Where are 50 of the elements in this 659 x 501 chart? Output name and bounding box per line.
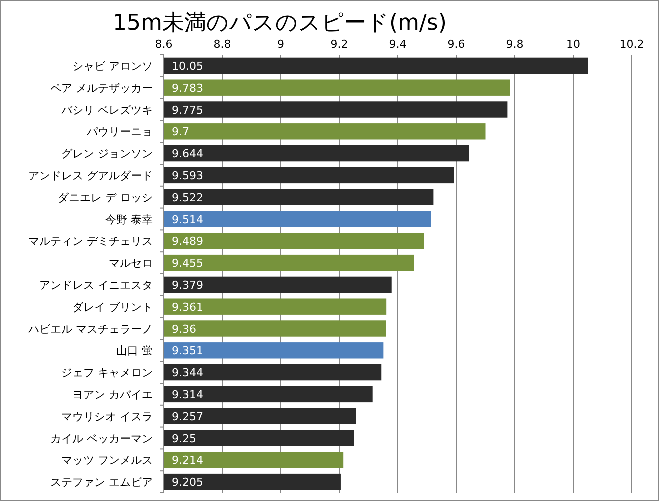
data-label: 9.775 [172, 104, 204, 117]
x-tick-label: 8.8 [214, 38, 232, 51]
y-tick-label: ジェフ キャメロン [62, 366, 153, 380]
x-tick-label: 10 [566, 38, 580, 51]
data-label: 9.314 [172, 388, 204, 402]
data-label: 9.257 [172, 410, 204, 424]
y-tick-label: パウリーニョ [86, 126, 153, 139]
y-tick-label: バシリ ベレズツキ [60, 104, 153, 117]
data-label: 9.522 [172, 191, 204, 204]
x-tick-label: 9.2 [330, 38, 348, 51]
x-tick-label: 9.8 [506, 38, 524, 51]
y-tick-label: マッツ フンメルス [62, 454, 153, 468]
y-tick-label: アンドレス グアルダード [28, 169, 153, 182]
data-label: 9.205 [172, 476, 204, 490]
y-tick-label: ハビエル マスチェラーノ [28, 322, 153, 336]
data-label: 9.514 [172, 213, 204, 226]
data-label: 9.361 [172, 300, 204, 314]
x-tick-label: 9.4 [389, 38, 407, 51]
y-tick-label: ステファン エムビア [50, 476, 153, 490]
y-tick-label: マウリシオ イスラ [62, 410, 153, 424]
y-tick-label: ダニエレ デ ロッシ [58, 191, 153, 204]
data-label: 9.379 [172, 278, 204, 292]
data-label: 9.25 [172, 432, 196, 446]
y-tick-label: グレン ジョンソン [62, 148, 153, 161]
data-label: 9.489 [172, 235, 204, 248]
x-tick-label: 9 [278, 38, 284, 51]
x-tick-label: 10.2 [620, 38, 644, 51]
y-tick-label: ダレイ ブリント [72, 300, 153, 314]
y-tick-label: ペア メルテザッカー [50, 82, 153, 95]
x-tick-label: 9.6 [448, 38, 466, 51]
y-tick-label: カイル ベッカーマン [50, 432, 153, 446]
y-tick-label: ヨアン カバイエ [72, 388, 153, 402]
y-tick-label: 山口 蛍 [116, 344, 153, 358]
data-label: 9.344 [172, 366, 204, 380]
data-label: 9.783 [172, 82, 204, 95]
data-label: 9.644 [172, 148, 204, 161]
chart-title: 15m未満のパスのスピード(m/s) [113, 11, 447, 36]
data-label: 9.455 [172, 257, 204, 270]
y-tick-label: シャビ アロンソ [72, 60, 153, 73]
data-label: 9.351 [172, 344, 204, 358]
x-tick-label: 8.6 [155, 38, 173, 51]
data-label: 9.593 [172, 169, 204, 182]
y-tick-label: 今野 泰幸 [106, 213, 153, 226]
data-label: 9.214 [172, 454, 204, 468]
y-tick-label: アンドレス イニエスタ [40, 278, 153, 292]
data-label: 9.36 [172, 322, 196, 336]
y-tick-label: マルセロ [109, 257, 153, 270]
data-label: 9.7 [172, 126, 190, 139]
y-tick-label: マルティン デミチェリス [28, 235, 153, 248]
data-label: 10.05 [172, 60, 204, 73]
